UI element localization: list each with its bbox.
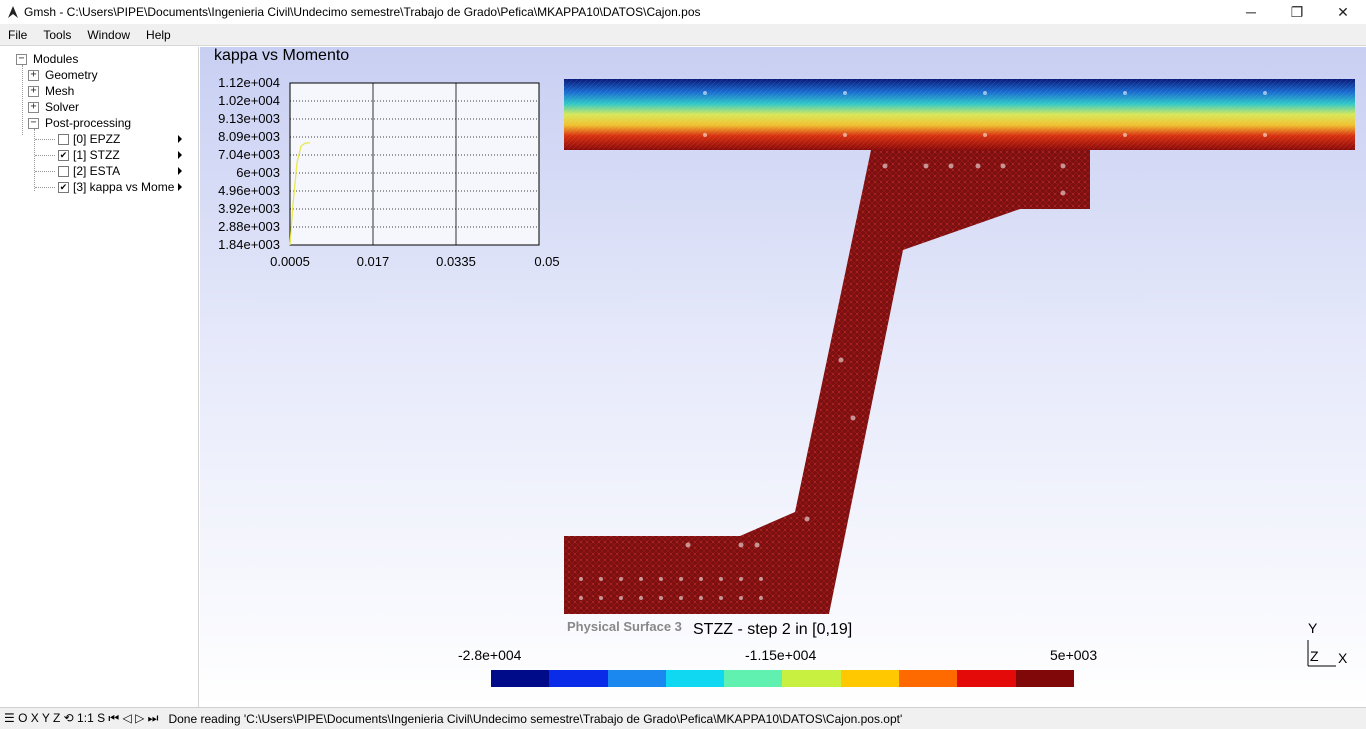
modules-tree: − Modules + Geometry + Mesh + Solver − P…	[0, 47, 199, 729]
view-title: STZZ - step 2 in [0,19]	[693, 621, 853, 638]
view-3-label: [3] kappa vs Mome	[73, 180, 175, 194]
tree-item-modules[interactable]: − Modules	[16, 51, 78, 67]
x-tick-label: 0.0005	[270, 254, 310, 269]
menu-window[interactable]: Window	[87, 27, 131, 42]
colorbar-segment	[549, 670, 608, 687]
collapse-icon[interactable]: −	[28, 117, 39, 129]
view-toolbar[interactable]: ☰ O X Y Z ⟲ 1:1 S ⏮ ◁ ▷ ⏭	[4, 711, 159, 725]
colorbar-segment	[607, 670, 666, 687]
window-title: Gmsh - C:\Users\PIPE\Documents\Ingenieri…	[24, 5, 701, 19]
graphics-window[interactable]: kappa vs Momento	[200, 47, 1366, 707]
tree-label-geometry: Geometry	[45, 68, 98, 82]
tree-line	[34, 129, 35, 191]
y-tick-label: 1.84e+003	[218, 237, 280, 252]
colorbar-min-label: -2.8e+004	[458, 647, 522, 663]
restore-button[interactable]: ❐	[1290, 3, 1304, 20]
status-bar: ☰ O X Y Z ⟲ 1:1 S ⏮ ◁ ▷ ⏭ Done reading '…	[0, 707, 1366, 729]
collapse-icon[interactable]: −	[16, 53, 27, 65]
plot-gridlines-vertical	[372, 83, 457, 245]
reinforcement-holes	[579, 91, 1267, 600]
menu-bar: File Tools Window Help	[0, 24, 1366, 46]
y-tick-label: 3.92e+003	[218, 201, 280, 216]
gmsh-logo-icon	[8, 6, 18, 18]
colorbar-segment	[1015, 670, 1074, 687]
menu-help[interactable]: Help	[146, 27, 171, 42]
series-line	[289, 142, 311, 246]
mesh-view[interactable]	[200, 47, 1366, 707]
view-1-checkbox[interactable]: ✔	[58, 149, 69, 161]
tree-label-post-processing: Post-processing	[45, 116, 132, 130]
tree-item-geometry[interactable]: + Geometry	[28, 67, 98, 83]
expand-icon[interactable]: +	[28, 69, 39, 81]
colorbar-segment	[491, 670, 550, 687]
colorbar-segment	[957, 670, 1016, 687]
colorbar-max-label: 5e+003	[1050, 647, 1098, 663]
tree-line	[35, 187, 55, 188]
tree-line	[35, 171, 55, 172]
colorbar-segment	[665, 670, 725, 687]
axis-z-label: Z	[1310, 648, 1319, 664]
x-tick-label: 0.05	[534, 254, 560, 269]
colorbar-segment	[899, 670, 958, 687]
tree-line	[35, 139, 55, 140]
y-tick-label: 4.96e+003	[218, 183, 280, 198]
physical-surface-label: Physical Surface 3	[567, 619, 682, 634]
kappa-moment-plot	[289, 82, 540, 246]
view-1-label: [1] STZZ	[73, 148, 120, 162]
y-tick-label: 7.04e+003	[218, 147, 280, 162]
plot-gridlines	[290, 100, 539, 228]
colorbar-mid-label: -1.15e+004	[745, 647, 817, 663]
tree-item-view-1[interactable]: ✔ [1] STZZ	[58, 147, 182, 163]
status-message: Done reading 'C:\Users\PIPE\Documents\In…	[168, 711, 903, 726]
tree-item-solver[interactable]: + Solver	[28, 99, 79, 115]
view-3-checkbox[interactable]: ✔	[58, 181, 69, 193]
tree-label-solver: Solver	[45, 100, 80, 114]
submenu-arrow-icon[interactable]	[178, 151, 182, 159]
view-0-checkbox[interactable]	[58, 133, 69, 145]
tree-line	[22, 65, 23, 135]
tree-item-post-processing[interactable]: − Post-processing	[28, 115, 131, 131]
submenu-arrow-icon[interactable]	[178, 135, 182, 143]
tree-item-view-0[interactable]: [0] EPZZ	[58, 131, 182, 147]
x-tick-label: 0.017	[356, 254, 390, 269]
axes-indicator: Y Z X	[1296, 620, 1356, 670]
menu-tools[interactable]: Tools	[43, 27, 72, 42]
view-0-label: [0] EPZZ	[73, 132, 121, 146]
x-tick-label: 0.0335	[436, 254, 476, 269]
expand-icon[interactable]: +	[28, 85, 39, 97]
colorbar	[491, 670, 1074, 687]
web-and-bottom-flange	[564, 150, 1090, 614]
axis-x-label: X	[1338, 650, 1348, 666]
y-tick-label: 6e+003	[236, 165, 280, 180]
axis-y-label: Y	[1308, 620, 1318, 636]
colorbar-segment	[724, 670, 783, 687]
submenu-arrow-icon[interactable]	[178, 183, 182, 191]
view-2-label: [2] ESTA	[73, 164, 121, 178]
tree-item-view-2[interactable]: [2] ESTA	[58, 163, 182, 179]
minimize-button[interactable]: ─	[1246, 4, 1256, 20]
tree-line	[35, 155, 55, 156]
tree-label-modules: Modules	[33, 52, 79, 66]
menu-file[interactable]: File	[8, 27, 28, 42]
plot-title: kappa vs Momento	[214, 47, 350, 64]
y-tick-label: 2.88e+003	[218, 219, 280, 234]
y-tick-label: 8.09e+003	[218, 129, 280, 144]
close-button[interactable]: ✕	[1337, 3, 1349, 20]
tree-item-view-3[interactable]: ✔ [3] kappa vs Mome	[58, 179, 182, 195]
y-tick-label: 1.12e+004	[218, 75, 280, 90]
expand-icon[interactable]: +	[28, 101, 39, 113]
title-bar: Gmsh - C:\Users\PIPE\Documents\Ingenieri…	[0, 0, 1366, 24]
plot-frame	[289, 82, 540, 246]
axes-lines	[1307, 640, 1336, 667]
tree-item-mesh[interactable]: + Mesh	[28, 83, 74, 99]
y-tick-label: 1.02e+004	[218, 93, 280, 108]
y-tick-label: 9.13e+003	[218, 111, 280, 126]
submenu-arrow-icon[interactable]	[178, 167, 182, 175]
colorbar-segment	[840, 670, 900, 687]
colorbar-segment	[782, 670, 841, 687]
view-2-checkbox[interactable]	[58, 165, 69, 177]
tree-label-mesh: Mesh	[45, 84, 75, 98]
